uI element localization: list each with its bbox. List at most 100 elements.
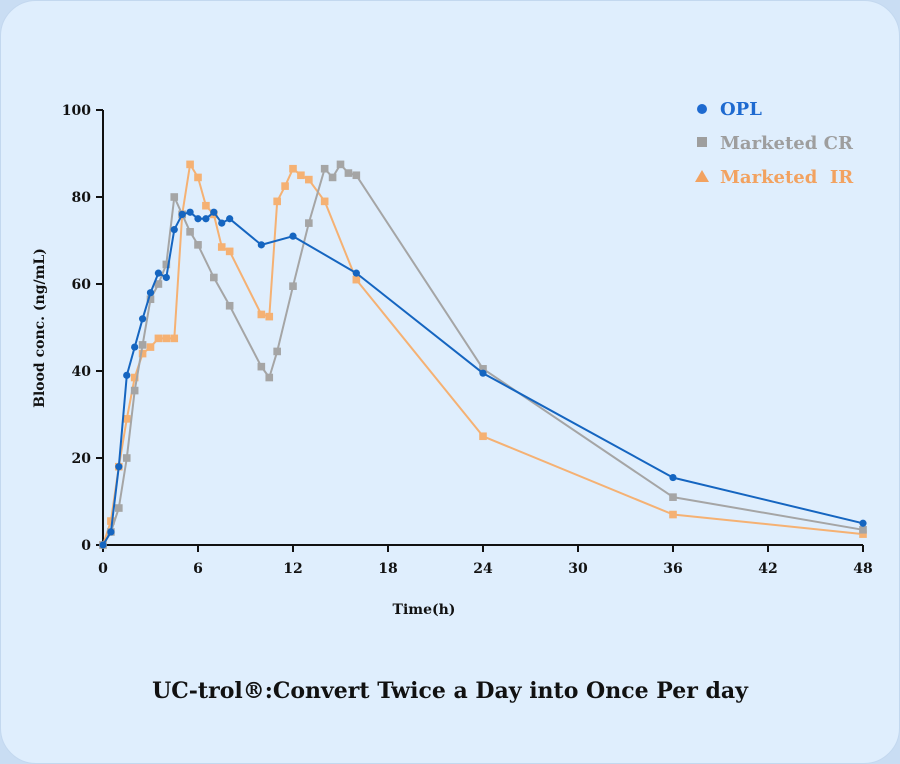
- data-point-marketed-ir: [320, 197, 329, 206]
- x-ticks: 0 6 12 18 24 30 36 42 48: [98, 545, 873, 577]
- data-point-marketed-cr: [122, 454, 131, 462]
- data-point-marketed-cr: [320, 164, 329, 173]
- chart-caption: UC-trol®:Convert Twice a Day into Once P…: [152, 678, 748, 704]
- data-point-marketed-ir: [289, 164, 297, 173]
- data-point-marketed-cr: [194, 241, 202, 249]
- data-point-marketed-cr: [170, 193, 179, 201]
- data-point-marketed-cr: [305, 219, 313, 227]
- data-point-marketed-ir: [297, 171, 305, 180]
- y-tick-label: 80: [72, 190, 92, 206]
- data-point-marketed-ir: [669, 510, 677, 519]
- data-point-opl: [186, 208, 194, 216]
- legend-label-marketed-cr: Marketed CR: [720, 133, 854, 154]
- data-point-marketed-cr: [162, 260, 171, 269]
- data-point-marketed-ir: [273, 197, 281, 206]
- data-point-opl: [146, 289, 155, 297]
- data-point-opl: [194, 215, 202, 223]
- data-point-opl: [178, 210, 186, 218]
- x-tick-label: 12: [283, 561, 302, 577]
- data-point-marketed-cr: [257, 362, 266, 371]
- data-point-marketed-cr: [289, 282, 297, 290]
- x-tick-label: 0: [98, 561, 108, 577]
- data-point-opl: [131, 343, 139, 351]
- legend-label-opl: OPL: [720, 99, 762, 120]
- data-point-opl: [202, 215, 210, 223]
- data-point-marketed-cr: [328, 173, 337, 182]
- data-point-marketed-ir: [479, 432, 487, 441]
- data-point-marketed-ir: [186, 160, 194, 169]
- x-tick-label: 24: [473, 561, 493, 577]
- data-point-opl: [479, 369, 487, 377]
- data-point-opl: [123, 371, 131, 379]
- data-point-marketed-ir: [305, 175, 313, 184]
- data-point-marketed-cr: [154, 280, 163, 288]
- data-point-marketed-ir: [170, 334, 179, 343]
- data-point-opl: [138, 315, 147, 323]
- data-point-marketed-cr: [146, 295, 155, 304]
- data-point-marketed-ir: [281, 182, 289, 190]
- data-point-marketed-cr: [186, 228, 194, 236]
- data-point-marketed-cr: [130, 386, 139, 395]
- data-point-marketed-cr: [273, 347, 281, 356]
- data-point-marketed-cr: [115, 504, 123, 512]
- series-layer: [99, 160, 867, 549]
- y-tick-label: 0: [81, 538, 91, 554]
- data-point-marketed-ir: [130, 373, 139, 382]
- legend-marker-circle: [697, 104, 707, 114]
- data-point-marketed-ir: [352, 275, 361, 284]
- data-point-marketed-ir: [146, 343, 155, 351]
- data-point-opl: [210, 208, 218, 216]
- data-point-opl: [99, 541, 107, 549]
- y-tick-label: 20: [72, 451, 92, 467]
- data-point-opl: [218, 219, 226, 227]
- y-tick-label: 40: [72, 364, 92, 380]
- x-tick-label: 18: [378, 561, 397, 577]
- x-tick-label: 48: [853, 561, 872, 577]
- data-point-opl: [115, 463, 123, 471]
- data-point-marketed-ir: [217, 243, 226, 251]
- data-point-marketed-cr: [479, 365, 487, 373]
- y-tick-label: 100: [62, 103, 91, 119]
- legend-item-opl: OPL: [697, 99, 762, 120]
- x-tick-label: 30: [568, 561, 588, 577]
- data-point-opl: [289, 232, 297, 240]
- x-tick-label: 42: [758, 561, 777, 577]
- data-point-marketed-cr: [859, 525, 867, 534]
- data-point-opl: [257, 241, 265, 249]
- data-point-opl: [352, 269, 360, 277]
- data-point-marketed-ir: [138, 349, 147, 358]
- data-point-opl: [154, 269, 163, 277]
- data-point-marketed-ir: [265, 312, 274, 321]
- data-point-marketed-ir: [194, 173, 202, 182]
- legend: OPL Marketed CR Marketed IR: [695, 99, 854, 188]
- series-line-marketed-cr: [102, 163, 864, 546]
- y-ticks: 0 20 40 60 80 100: [62, 103, 103, 554]
- y-tick-label: 60: [72, 277, 92, 293]
- series-marketed-ir: [99, 160, 867, 549]
- data-point-marketed-ir: [122, 415, 131, 423]
- data-point-marketed-ir: [154, 334, 163, 343]
- data-point-marketed-ir: [202, 201, 210, 210]
- data-point-marketed-ir: [225, 247, 234, 256]
- data-point-opl: [226, 215, 234, 223]
- data-point-marketed-cr: [336, 160, 345, 169]
- legend-marker-square: [697, 137, 707, 147]
- series-opl: [99, 208, 867, 549]
- series-line-marketed-ir: [102, 163, 864, 546]
- data-point-opl: [170, 226, 178, 234]
- data-point-opl: [162, 273, 170, 282]
- y-axis-title: Blood conc. (ng/mL): [32, 248, 48, 408]
- data-point-marketed-cr: [138, 341, 147, 349]
- x-tick-label: 36: [663, 561, 682, 577]
- x-tick-label: 6: [193, 561, 203, 577]
- data-point-marketed-ir: [859, 530, 867, 538]
- x-axis-title: Time(h): [393, 602, 456, 618]
- data-point-marketed-cr: [344, 169, 353, 177]
- data-point-marketed-cr: [210, 273, 218, 282]
- data-point-marketed-cr: [669, 493, 677, 501]
- data-point-marketed-cr: [225, 301, 234, 310]
- data-point-opl: [107, 528, 115, 536]
- data-point-marketed-ir: [162, 334, 171, 343]
- data-point-opl: [669, 473, 677, 482]
